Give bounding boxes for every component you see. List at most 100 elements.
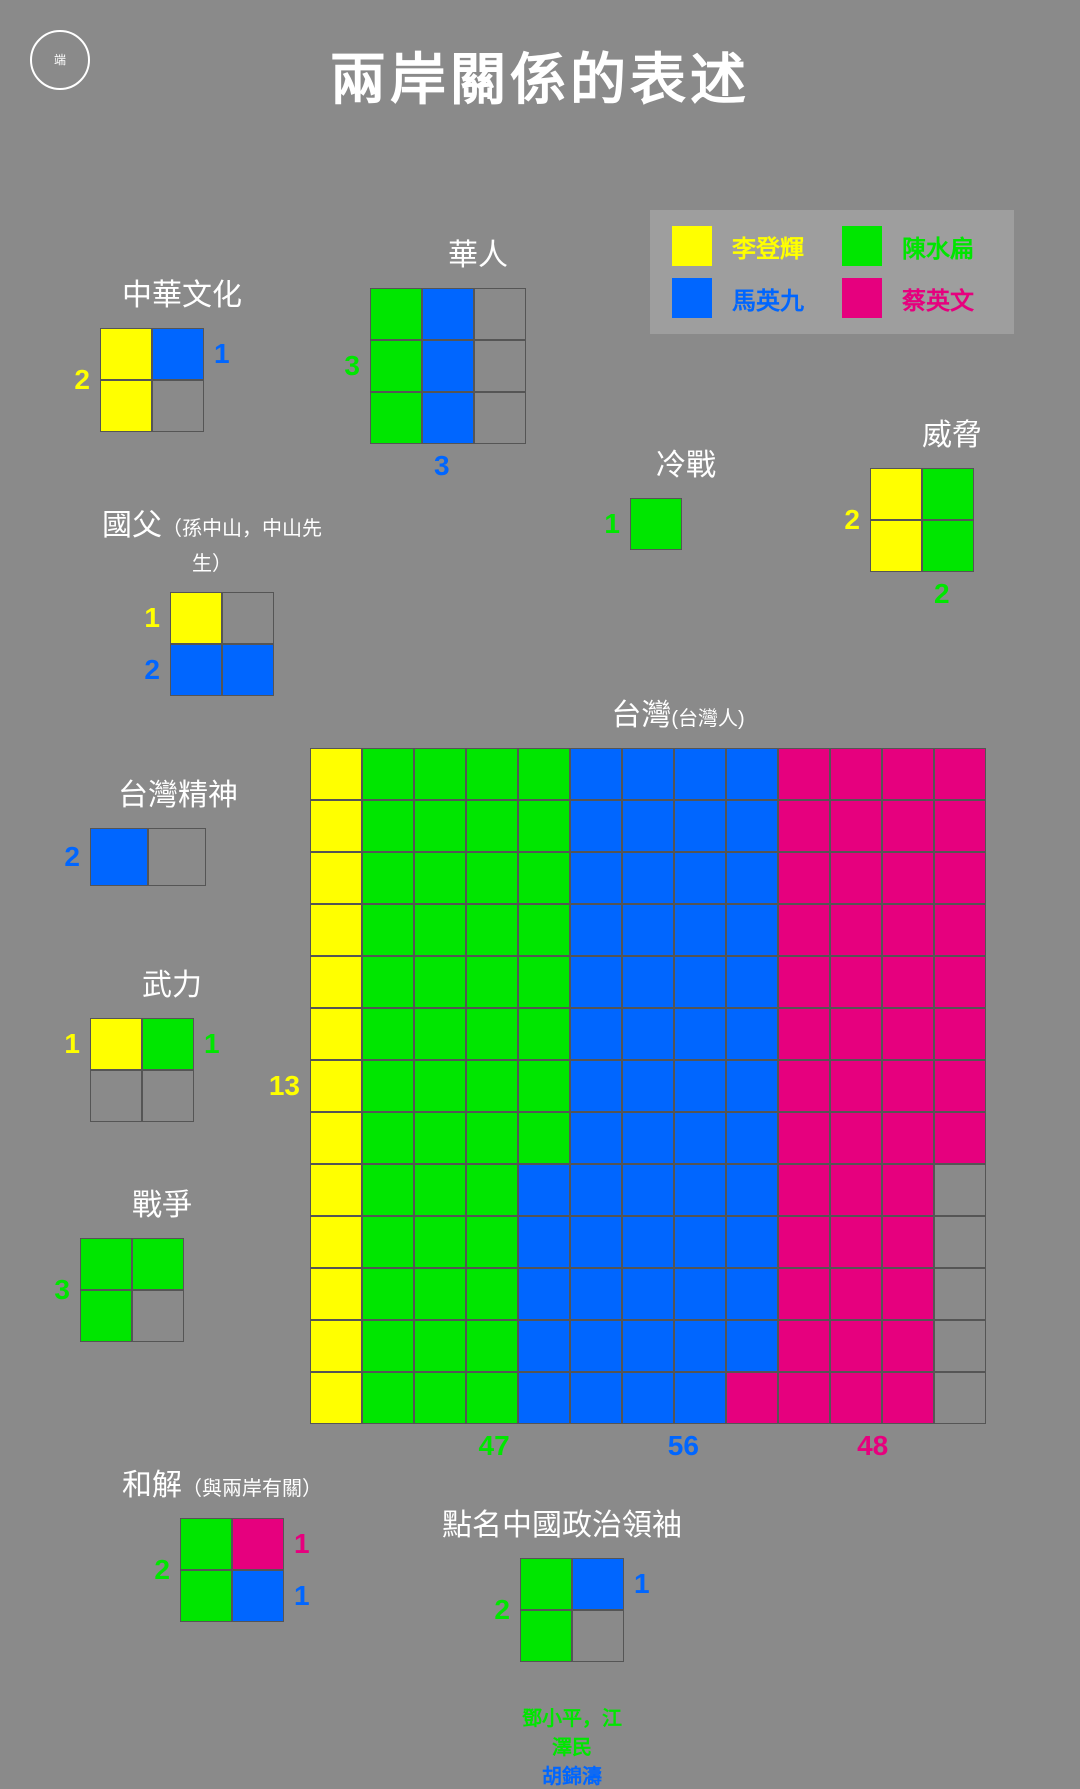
waffle-cell [830, 852, 882, 904]
waffle-grid [180, 1518, 284, 1622]
waffle-cell [570, 1372, 622, 1424]
chart-block-dianming: 點名中國政治領袖21鄧小平，江澤民胡錦濤 [440, 1500, 684, 1789]
waffle-cell [90, 828, 148, 886]
waffle-cell [726, 800, 778, 852]
waffle-cell [934, 1060, 986, 1112]
waffle-cell [882, 1060, 934, 1112]
waffle-grid [310, 748, 986, 1424]
block-title: 武力 [90, 960, 254, 1004]
block-title: 和解（與兩岸有關） [100, 1460, 344, 1504]
waffle-cell [674, 1008, 726, 1060]
waffle-cell [882, 852, 934, 904]
waffle-cell [674, 1060, 726, 1112]
waffle-cell [414, 1216, 466, 1268]
waffle-cell [142, 1070, 194, 1122]
waffle-cell [90, 1070, 142, 1122]
waffle-cell [414, 1008, 466, 1060]
legend-label: 蔡英文 [902, 281, 992, 316]
waffle-cell [362, 1008, 414, 1060]
block-title-main: 點名中國政治領袖 [442, 1509, 682, 1542]
waffle-cell [778, 1112, 830, 1164]
waffle-cell [870, 468, 922, 520]
waffle-cell [466, 800, 518, 852]
block-title-main: 中華文化 [122, 279, 242, 312]
waffle-cell [934, 1268, 986, 1320]
waffle-cell [726, 1320, 778, 1372]
waffle-cell [310, 1112, 362, 1164]
waffle-cell [362, 1268, 414, 1320]
count-label: 2 [844, 504, 860, 536]
waffle-cell [152, 380, 204, 432]
footnote: 胡錦濤 [520, 1760, 624, 1789]
waffle-cell [362, 956, 414, 1008]
waffle-cell [466, 904, 518, 956]
waffle-cell [310, 956, 362, 1008]
waffle-grid [630, 498, 682, 550]
waffle-cell [570, 1060, 622, 1112]
waffle-cell [232, 1518, 284, 1570]
waffle-cell [726, 904, 778, 956]
waffle-cell [572, 1610, 624, 1662]
waffle-cell [80, 1290, 132, 1342]
count-label: 3 [54, 1274, 70, 1306]
chart-block-lengzhan: 冷戰1 [630, 440, 742, 550]
count-label: 2 [144, 654, 160, 686]
waffle-cell [80, 1238, 132, 1290]
chart-block-guofu: 國父（孫中山，中山先生）12 [90, 500, 334, 696]
waffle-cell [414, 1112, 466, 1164]
waffle-cell [622, 1372, 674, 1424]
waffle-cell [674, 904, 726, 956]
waffle-cell [310, 1268, 362, 1320]
chart-block-taiwanjs: 台灣精神2 [90, 770, 266, 886]
waffle-cell [466, 1216, 518, 1268]
waffle-cell [466, 1268, 518, 1320]
waffle-cell [630, 498, 682, 550]
waffle-cell [882, 956, 934, 1008]
waffle-grid [520, 1558, 624, 1662]
waffle-cell [152, 328, 204, 380]
waffle-cell [778, 904, 830, 956]
waffle-cell [370, 392, 422, 444]
waffle-cell [466, 1008, 518, 1060]
waffle-cell [466, 1164, 518, 1216]
waffle-cell [474, 392, 526, 444]
waffle-cell [474, 340, 526, 392]
count-label: 2 [74, 364, 90, 396]
block-title: 華人 [370, 230, 586, 274]
block-title-main: 台灣 [611, 699, 671, 732]
waffle-cell [466, 956, 518, 1008]
count-label: 2 [154, 1554, 170, 1586]
waffle-cell [570, 748, 622, 800]
waffle-cell [310, 1320, 362, 1372]
waffle-cell [882, 1268, 934, 1320]
legend-label: 陳水扁 [902, 229, 992, 264]
block-title: 點名中國政治領袖 [440, 1500, 684, 1544]
count-label: 47 [479, 1430, 510, 1462]
count-label: 3 [344, 350, 360, 382]
waffle-cell [870, 520, 922, 572]
waffle-cell [362, 1060, 414, 1112]
waffle-cell [726, 1372, 778, 1424]
waffle-cell [622, 1164, 674, 1216]
block-title-main: 國父 [102, 509, 162, 542]
waffle-cell [414, 1164, 466, 1216]
waffle-cell [882, 1008, 934, 1060]
count-label: 48 [857, 1430, 888, 1462]
waffle-grid [100, 328, 204, 432]
waffle-cell [362, 1372, 414, 1424]
waffle-cell [170, 592, 222, 644]
count-label: 1 [294, 1528, 310, 1560]
legend-swatch [842, 278, 882, 318]
waffle-cell [882, 748, 934, 800]
waffle-cell [726, 956, 778, 1008]
waffle-cell [414, 748, 466, 800]
footnote: 鄧小平，江澤民 [520, 1702, 624, 1760]
count-label: 1 [634, 1568, 650, 1600]
block-title: 戰爭 [80, 1180, 244, 1224]
waffle-cell [518, 1008, 570, 1060]
block-title: 台灣(台灣人) [310, 690, 1046, 734]
waffle-cell [830, 1216, 882, 1268]
waffle-cell [572, 1558, 624, 1610]
waffle-cell [934, 956, 986, 1008]
waffle-cell [422, 340, 474, 392]
